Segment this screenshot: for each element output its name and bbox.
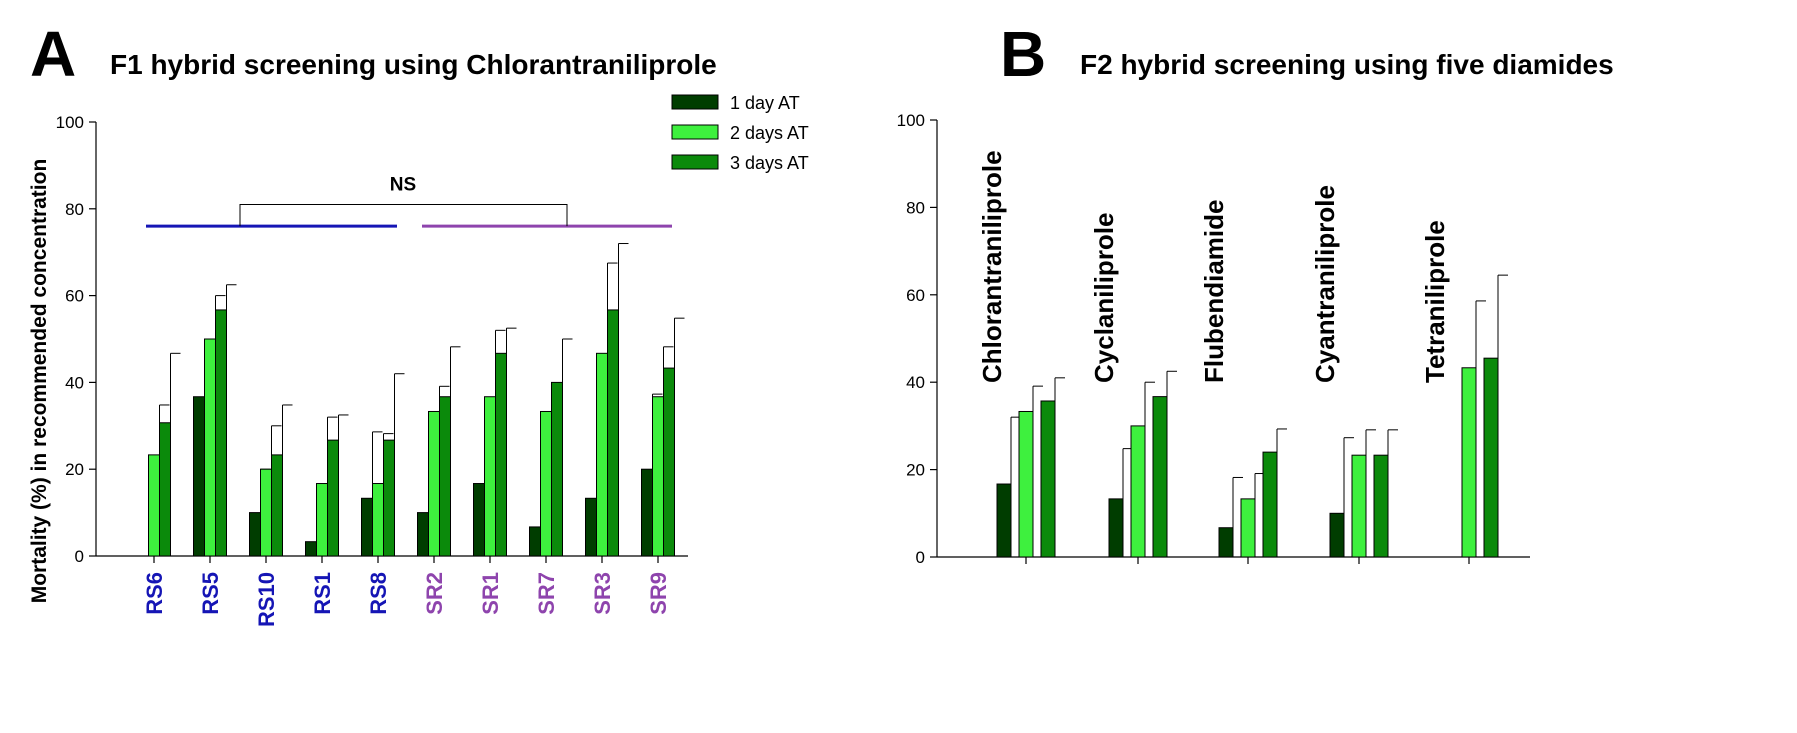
panel-a-y-tick-label: 80: [65, 200, 84, 219]
panel-a-bar: [159, 422, 171, 557]
legend-swatch: [671, 154, 719, 170]
panel-a-bar: [383, 439, 395, 557]
legend-swatch: [671, 94, 719, 110]
panel-a-y-tick-label: 0: [75, 547, 84, 566]
panel-b-category-label: Chlorantraniliprole: [977, 150, 1007, 383]
panel-a-category-label: RS1: [310, 572, 335, 615]
panel-b-bar: [1240, 498, 1256, 558]
panel-a-category-label: SR3: [590, 572, 615, 615]
panel-b-y-tick-label: 0: [916, 548, 925, 567]
panel-a-category-label: SR2: [422, 572, 447, 615]
panel-a-bar: [484, 396, 496, 557]
panel-a-bar: [551, 381, 563, 557]
panel-b-bar: [1108, 498, 1124, 558]
panel-a-bar: [327, 439, 339, 557]
legend-label: 1 day AT: [730, 93, 800, 113]
panel-a-letter: A: [30, 18, 76, 90]
panel-b-bar: [1461, 367, 1477, 558]
panel-b-y-tick-label: 20: [906, 461, 925, 480]
legend-label: 3 days AT: [730, 153, 809, 173]
panel-a-category-label: RS6: [142, 572, 167, 615]
panel-a-bar: [529, 526, 541, 557]
panel-a-y-axis-label: Mortality (%) in recommended concentrati…: [28, 159, 51, 604]
panel-a-ns-label: NS: [390, 174, 416, 195]
panel-b-bar: [1262, 451, 1278, 558]
panel-a-bar: [641, 468, 653, 557]
panel-b-chart: 0 20 40 60 80 100 Chlorantraniliprole Cyclanili…: [897, 111, 1530, 567]
panel-a-bar: [305, 541, 317, 557]
panel-a-bar: [428, 410, 440, 557]
panel-a-bar: [652, 396, 664, 557]
panel-b-bar: [1483, 357, 1499, 558]
panel-a-title: F1 hybrid screening using Chlorantranili…: [110, 49, 717, 80]
panel-a-bar: [663, 367, 675, 557]
panel-a-bar: [607, 309, 619, 557]
panel-a-bar: [495, 352, 507, 557]
panel-a-bar: [193, 396, 205, 557]
panel-a-category-label: RS8: [366, 572, 391, 615]
panel-b-bar: [1373, 454, 1389, 558]
panel-a-bar: [204, 338, 216, 557]
panel-a-bar: [215, 309, 227, 557]
panel-a-bar: [148, 454, 160, 557]
panel-b-bar: [1152, 396, 1168, 558]
panel-b-bar: [1351, 454, 1367, 558]
panel-a-bar: [540, 410, 552, 557]
panel-b-bar: [1040, 400, 1056, 558]
panel-b-category-label: Flubendiamide: [1199, 200, 1229, 383]
panel-a-y-tick-label: 40: [65, 373, 84, 392]
panel-b-y-tick-label: 80: [906, 198, 925, 217]
panel-b-bar: [1130, 425, 1146, 558]
panel-a-category-label: SR7: [534, 572, 559, 615]
legend-swatch: [671, 124, 719, 140]
panel-a-bar: [271, 454, 283, 557]
panel-b-title: F2 hybrid screening using five diamides: [1080, 49, 1614, 80]
panel-b-category-label: Cyclaniliprole: [1089, 213, 1119, 384]
legend-label: 2 days AT: [730, 123, 809, 143]
panel-a-bar: [596, 352, 608, 557]
panel-a-ns-bracket: [239, 203, 568, 227]
panel-a-category-label: SR9: [646, 572, 671, 615]
panel-b-bar: [1329, 512, 1345, 558]
panel-a-bar: [439, 396, 451, 557]
panel-b-bar: [996, 483, 1012, 558]
panel-b-y-tick-label: 60: [906, 286, 925, 305]
panel-b-bar: [1018, 410, 1034, 558]
panel-b-category-label: Cyantraniliprole: [1310, 185, 1340, 383]
panel-b-letter: B: [1000, 18, 1046, 90]
panel-a-bar: [260, 468, 272, 557]
panel-a-y-tick-label: 100: [56, 113, 84, 132]
panel-a-chart: 0 20 40 60 80 100 RS6 RS5 RS10 RS1 RS8 SR2 SR1 SR7 SR3…: [56, 93, 809, 627]
panel-b-y-tick-label: 100: [897, 111, 925, 130]
panel-b-y-tick-label: 40: [906, 373, 925, 392]
panel-a-bar: [316, 483, 328, 557]
panel-b-category-label: Tetraniliprole: [1420, 220, 1450, 383]
panel-a-y-tick-label: 20: [65, 460, 84, 479]
panel-a-bar: [372, 483, 384, 557]
panel-a-bar: [249, 512, 261, 557]
panel-a-category-label: SR1: [478, 572, 503, 615]
panel-a-y-tick-label: 60: [65, 287, 84, 306]
panel-a-category-label: RS5: [198, 572, 223, 615]
panel-a-bar: [585, 497, 597, 557]
panel-a-bar: [417, 512, 429, 557]
panel-a-category-label: RS10: [254, 572, 279, 627]
panel-a-bar: [473, 483, 485, 557]
panel-b-bar: [1218, 527, 1234, 558]
panel-a-bar: [361, 497, 373, 557]
